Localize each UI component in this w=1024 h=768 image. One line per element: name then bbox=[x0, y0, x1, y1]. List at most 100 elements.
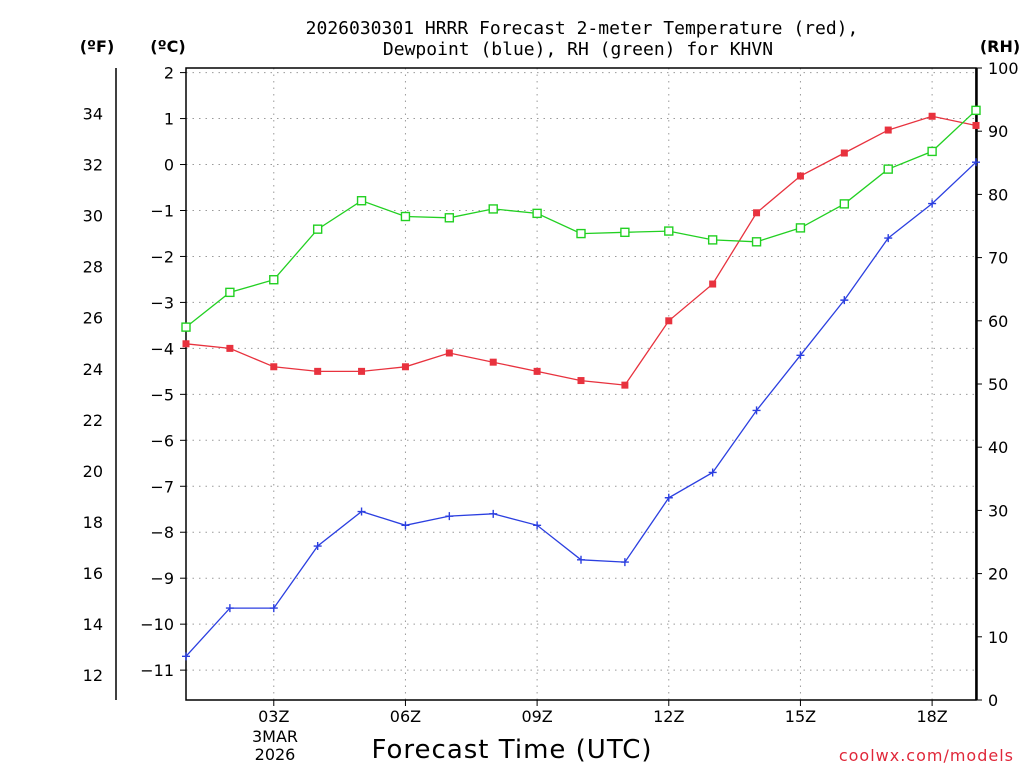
rh-point bbox=[620, 227, 630, 238]
dewpoint-point bbox=[401, 521, 410, 530]
rh-tick-label: 10 bbox=[988, 628, 1008, 647]
rh-point bbox=[971, 105, 981, 116]
fahrenheit-tick-label: 34 bbox=[83, 104, 103, 123]
temperature-point bbox=[577, 377, 585, 385]
fahrenheit-tick-label: 30 bbox=[83, 207, 103, 226]
date-year-label: 2026 bbox=[255, 745, 296, 764]
dewpoint-point bbox=[269, 604, 278, 613]
temperature-point bbox=[709, 280, 717, 288]
rh-tick-label: 20 bbox=[988, 565, 1008, 584]
rh-point bbox=[400, 211, 411, 222]
rh-point bbox=[312, 224, 323, 234]
time-tick-label: 12Z bbox=[653, 707, 684, 726]
rh-series bbox=[181, 105, 981, 332]
rh-point bbox=[576, 228, 586, 239]
x-axis-title: Forecast Time (UTC) bbox=[371, 735, 652, 765]
rh-point bbox=[444, 213, 455, 223]
grid-lines bbox=[186, 68, 976, 700]
time-axis: 03Z 06Z 09Z 12Z 15Z 18Z bbox=[258, 700, 948, 726]
dewpoint-point bbox=[577, 555, 585, 564]
celsius-tick-label: −1 bbox=[150, 201, 174, 220]
dewpoint-point bbox=[664, 493, 673, 502]
celsius-tick-label: −9 bbox=[150, 569, 174, 588]
temperature-point bbox=[884, 126, 892, 134]
temperature-point bbox=[314, 367, 322, 375]
rh-tick-label: 30 bbox=[988, 501, 1008, 520]
temperature-point bbox=[226, 344, 234, 352]
dewpoint-point bbox=[620, 558, 629, 567]
fahrenheit-tick-label: 26 bbox=[83, 309, 103, 328]
celsius-tick-label: −5 bbox=[150, 385, 174, 404]
rh-point bbox=[839, 199, 850, 209]
temperature-point bbox=[796, 172, 804, 180]
fahrenheit-axis: 34 32 30 28 26 24 22 20 18 16 14 12 bbox=[83, 104, 103, 685]
celsius-tick-label: −10 bbox=[140, 615, 174, 634]
time-tick-label: 15Z bbox=[785, 707, 816, 726]
rh-point bbox=[795, 223, 806, 233]
rh-tick-label: 60 bbox=[988, 312, 1008, 331]
celsius-tick-label: 1 bbox=[164, 110, 174, 129]
fahrenheit-tick-label: 32 bbox=[83, 156, 103, 175]
dewpoint-point bbox=[313, 542, 322, 551]
temperature-point bbox=[533, 367, 541, 375]
temperature-point bbox=[928, 112, 936, 120]
chart-title-line1: 2026030301 HRRR Forecast 2-meter Tempera… bbox=[306, 18, 859, 39]
fahrenheit-tick-label: 28 bbox=[83, 258, 103, 277]
rh-unit-label: (RH) bbox=[980, 37, 1020, 56]
rh-point bbox=[356, 196, 367, 206]
rh-tick-label: 100 bbox=[988, 59, 1019, 78]
dewpoint-point bbox=[445, 512, 454, 521]
rh-point bbox=[532, 208, 542, 219]
temperature-point bbox=[270, 363, 278, 371]
fahrenheit-unit-label: (ºF) bbox=[80, 37, 115, 56]
rh-point bbox=[269, 275, 279, 285]
dewpoint-point bbox=[708, 468, 717, 477]
rh-tick-label: 80 bbox=[988, 185, 1008, 204]
time-tick-label: 09Z bbox=[521, 707, 552, 726]
dewpoint-point bbox=[182, 652, 190, 661]
rh-tick-label: 40 bbox=[988, 438, 1008, 457]
temperature-point bbox=[358, 367, 366, 375]
rh-point bbox=[488, 204, 498, 214]
celsius-tick-label: −8 bbox=[150, 523, 174, 542]
dewpoint-point bbox=[796, 351, 805, 360]
rh-point bbox=[927, 146, 937, 157]
fahrenheit-tick-label: 20 bbox=[83, 462, 103, 481]
fahrenheit-tick-label: 14 bbox=[83, 615, 103, 634]
celsius-tick-label: −7 bbox=[150, 477, 174, 496]
time-tick-label: 18Z bbox=[916, 707, 947, 726]
dewpoint-point bbox=[489, 509, 498, 518]
temperature-point bbox=[445, 349, 453, 357]
dewpoint-point bbox=[840, 296, 849, 305]
celsius-tick-label: −3 bbox=[150, 293, 174, 312]
dewpoint-point bbox=[972, 158, 980, 167]
time-tick-label: 03Z bbox=[258, 707, 289, 726]
temperature-point bbox=[840, 149, 848, 157]
dewpoint-point bbox=[884, 234, 893, 243]
temperature-point bbox=[621, 381, 629, 389]
temperature-point bbox=[401, 363, 409, 371]
source-credit: coolwx.com/models bbox=[839, 746, 1014, 765]
rh-point bbox=[664, 226, 674, 236]
celsius-tick-label: −6 bbox=[150, 431, 174, 450]
rh-point bbox=[707, 235, 718, 245]
chart-title-line2: Dewpoint (blue), RH (green) for KHVN bbox=[383, 39, 773, 60]
rh-point bbox=[751, 237, 762, 247]
celsius-tick-label: −4 bbox=[150, 339, 174, 358]
celsius-axis: 2 1 0 −1 −2 −3 −4 −5 −6 −7 −8 −9 −10 −11 bbox=[140, 64, 186, 680]
dewpoint-point bbox=[357, 507, 366, 516]
dewpoint-point bbox=[752, 406, 761, 415]
dewpoint-point bbox=[928, 199, 937, 208]
temperature-point bbox=[665, 317, 673, 325]
rh-tick-label: 50 bbox=[988, 375, 1008, 394]
rh-point bbox=[883, 164, 893, 174]
rh-point bbox=[225, 287, 235, 298]
temperature-series bbox=[182, 112, 980, 389]
celsius-tick-label: −11 bbox=[140, 661, 174, 680]
dewpoint-series bbox=[182, 158, 980, 661]
temperature-point bbox=[972, 121, 980, 129]
celsius-tick-label: −2 bbox=[150, 247, 174, 266]
time-tick-label: 06Z bbox=[390, 707, 421, 726]
